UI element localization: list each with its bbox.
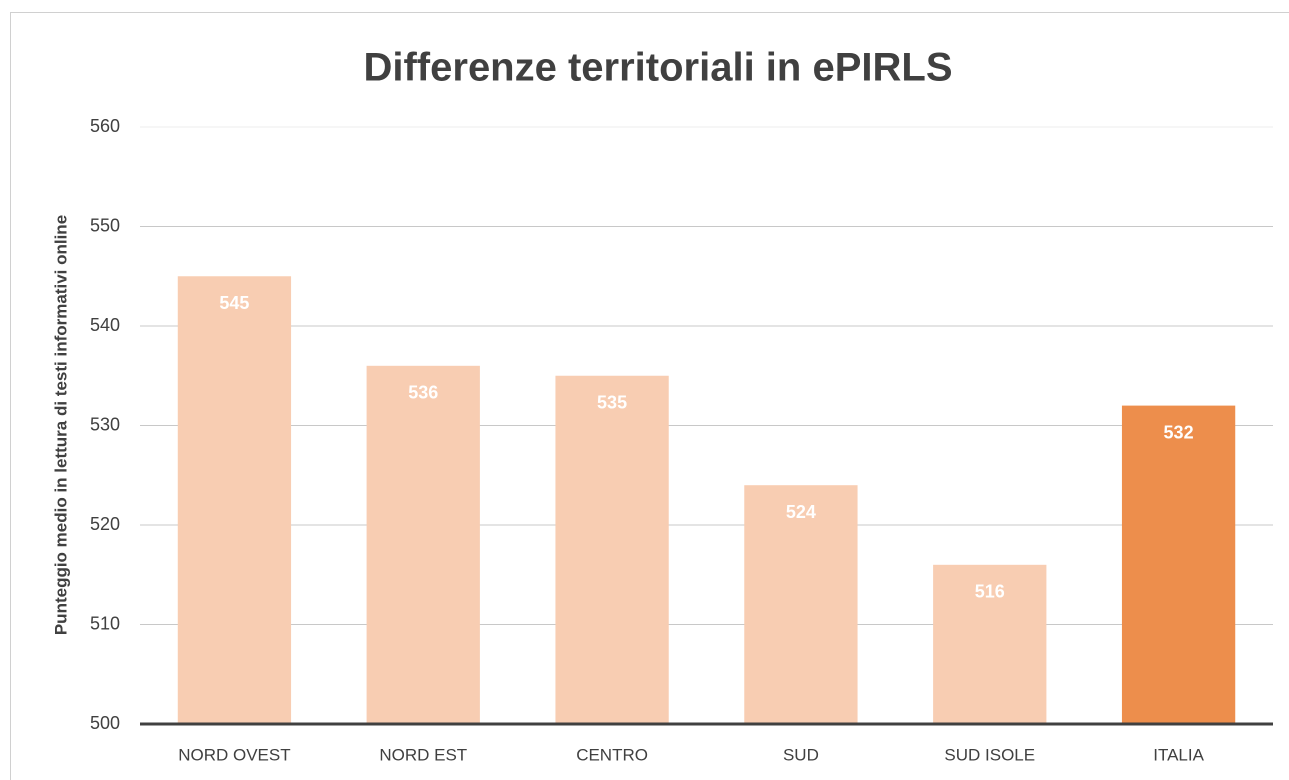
chart-title: Differenze territoriali in ePIRLS (363, 46, 952, 90)
y-tick-label: 500 (90, 713, 120, 733)
bar (933, 564, 1047, 724)
x-tick-label: CENTRO (576, 745, 648, 764)
data-label: 536 (408, 383, 438, 403)
y-tick-label: 560 (90, 116, 120, 136)
bar (744, 485, 858, 724)
bar (366, 365, 480, 724)
x-tick-label: NORD EST (379, 745, 467, 764)
data-label: 545 (219, 293, 249, 313)
x-tick-label: ITALIA (1153, 745, 1204, 764)
y-tick-label: 540 (90, 315, 120, 335)
bar (1121, 405, 1236, 724)
bar (177, 276, 292, 724)
y-tick-label: 550 (90, 215, 120, 235)
y-tick-label: 510 (90, 613, 120, 633)
y-tick-label: 520 (90, 514, 120, 534)
bar (555, 375, 669, 724)
data-label: 535 (597, 393, 627, 413)
x-tick-label: SUD ISOLE (944, 745, 1035, 764)
y-axis-label: Punteggio medio in lettura di testi info… (51, 215, 70, 635)
data-label: 532 (1164, 422, 1194, 442)
data-label: 524 (786, 502, 816, 522)
x-tick-label: SUD (783, 745, 819, 764)
x-tick-label: NORD OVEST (178, 745, 290, 764)
y-tick-label: 530 (90, 414, 120, 434)
data-label: 516 (975, 582, 1005, 602)
